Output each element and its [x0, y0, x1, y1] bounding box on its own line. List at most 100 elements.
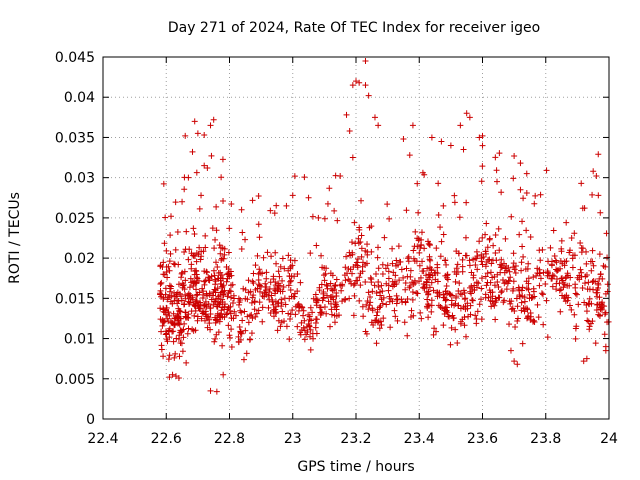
data-point: [392, 313, 399, 320]
data-point: [346, 249, 353, 256]
y-tick-label: 0.02: [64, 251, 95, 267]
data-point: [487, 297, 494, 304]
data-point: [195, 251, 202, 258]
data-point: [507, 274, 514, 281]
data-point: [451, 192, 458, 199]
data-point: [285, 267, 292, 274]
data-point: [343, 253, 350, 260]
data-point: [498, 256, 505, 263]
data-point: [402, 279, 409, 286]
data-point: [396, 277, 403, 284]
data-point: [451, 268, 458, 275]
data-point: [309, 213, 316, 220]
data-point: [256, 299, 263, 306]
data-point: [213, 331, 220, 338]
data-point: [272, 249, 279, 256]
data-point: [189, 326, 196, 333]
data-point: [275, 286, 282, 293]
data-point: [557, 308, 564, 315]
data-point: [170, 338, 177, 345]
data-point: [506, 277, 513, 284]
data-point: [275, 268, 282, 275]
data-point: [313, 316, 320, 323]
data-point: [307, 333, 314, 340]
data-point: [520, 253, 527, 260]
data-point: [488, 303, 495, 310]
data-point: [184, 292, 191, 299]
data-point: [255, 221, 262, 228]
data-point: [558, 237, 565, 244]
data-point: [176, 307, 183, 314]
data-point: [457, 305, 464, 312]
data-point: [459, 268, 466, 275]
data-point: [420, 284, 427, 291]
data-point: [200, 288, 207, 295]
data-point: [583, 260, 590, 267]
data-point: [315, 214, 322, 221]
data-point: [351, 219, 358, 226]
data-point: [375, 122, 382, 129]
data-point: [526, 291, 533, 298]
data-point: [515, 284, 522, 291]
data-point: [208, 273, 215, 280]
data-point: [596, 312, 603, 319]
data-point: [291, 257, 298, 264]
data-point: [318, 252, 325, 259]
data-point: [263, 283, 270, 290]
data-point: [202, 311, 209, 318]
data-point: [193, 258, 200, 265]
data-point: [366, 302, 373, 309]
data-point: [220, 371, 227, 378]
data-point: [586, 326, 593, 333]
data-point: [466, 257, 473, 264]
data-point: [320, 295, 327, 302]
data-point: [476, 134, 483, 141]
data-point: [502, 265, 509, 272]
data-point: [474, 266, 481, 273]
data-point: [218, 280, 225, 287]
data-point: [445, 313, 452, 320]
x-axis-ticks: 22.4 22.6 22.8 23 23.2 23.4 23.6 23.8 24: [87, 57, 618, 447]
data-point: [426, 284, 433, 291]
data-point: [212, 319, 219, 326]
data-point: [598, 304, 605, 311]
data-point: [160, 180, 167, 187]
data-point: [428, 267, 435, 274]
data-point: [331, 319, 338, 326]
data-point: [196, 244, 203, 251]
data-point: [198, 315, 205, 322]
data-point: [519, 340, 526, 347]
data-point: [263, 275, 270, 282]
data-point: [166, 334, 173, 341]
data-point: [521, 308, 528, 315]
data-point: [288, 293, 295, 300]
data-point: [426, 256, 433, 263]
data-point: [478, 178, 485, 185]
data-point: [166, 258, 173, 265]
data-point: [404, 255, 411, 262]
data-point: [385, 287, 392, 294]
data-point: [401, 319, 408, 326]
data-point: [478, 316, 485, 323]
data-point: [215, 270, 222, 277]
data-point: [163, 268, 170, 275]
data-point: [349, 270, 356, 277]
data-point: [211, 338, 218, 345]
data-point: [206, 291, 213, 298]
data-point: [170, 310, 177, 317]
data-point: [384, 262, 391, 269]
data-point: [385, 282, 392, 289]
data-point: [437, 224, 444, 231]
data-point: [374, 306, 381, 313]
data-point: [287, 286, 294, 293]
data-point: [483, 220, 490, 227]
data-point: [478, 275, 485, 282]
data-point: [172, 293, 179, 300]
data-point: [595, 311, 602, 318]
data-point: [575, 301, 582, 308]
data-point: [409, 296, 416, 303]
data-point: [159, 322, 166, 329]
data-point: [556, 287, 563, 294]
data-point: [214, 264, 221, 271]
